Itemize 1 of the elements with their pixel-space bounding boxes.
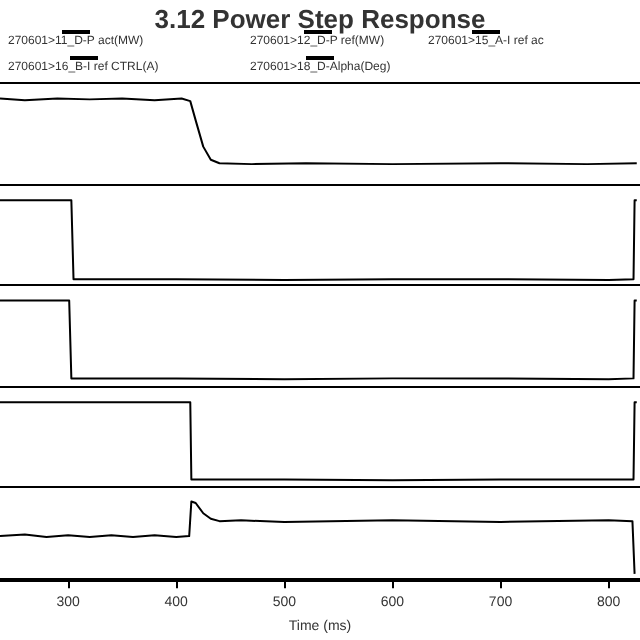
chart-title: 3.12 Power Step Response	[152, 4, 488, 34]
